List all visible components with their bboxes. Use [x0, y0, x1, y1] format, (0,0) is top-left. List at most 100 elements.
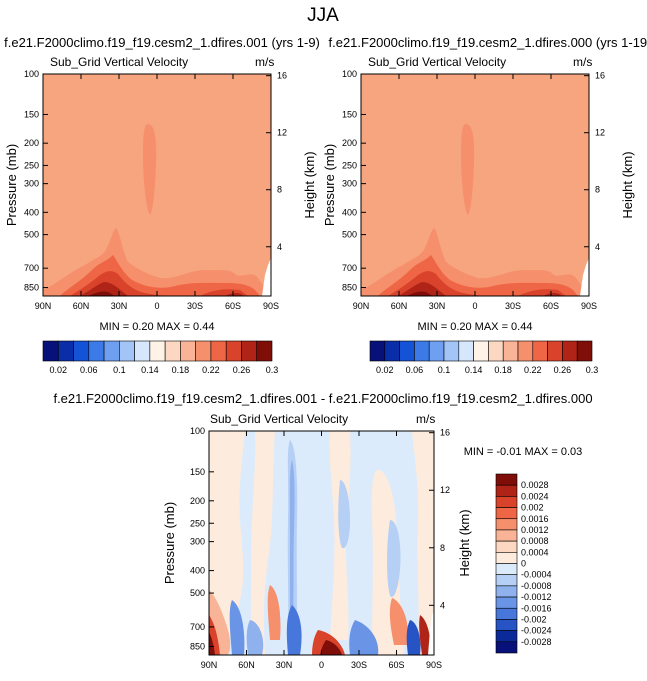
y-tick-label: 100 — [342, 69, 357, 79]
diff-colorbar-box — [495, 484, 518, 497]
x-tick-label: 90S — [581, 301, 597, 311]
panel-2-field — [361, 74, 589, 296]
x-tick-label: 0 — [472, 301, 477, 311]
y-tick-label: 500 — [342, 230, 357, 240]
top-colorbar-label: 0.26 — [233, 365, 251, 375]
panel-2-units: m/s — [573, 55, 592, 69]
top-colorbar-2-label: 0.06 — [406, 365, 424, 375]
y-tick-label: 100 — [190, 426, 205, 436]
y-tick-label: 250 — [190, 518, 205, 528]
diff-colorbar-label: 0.0016 — [521, 514, 549, 524]
panel-3-lower-warm-3 — [209, 632, 215, 655]
panel-2-axes: 90N 60N 30N 0 30S 60S 90S 100 150 200 250 300 400 500… — [342, 69, 605, 311]
diff-colorbar-box — [495, 552, 518, 564]
top-colorbar-2-box — [399, 340, 415, 362]
panel-3-warm-5 — [412, 431, 434, 655]
y-tick-label: 850 — [24, 283, 39, 293]
top-colorbar-box — [164, 340, 181, 362]
panel-3-cool-3 — [338, 480, 350, 549]
y-tick-label: 300 — [24, 179, 39, 189]
y2-tick-label: 16 — [440, 428, 450, 438]
top-colorbar-2-box — [547, 340, 563, 362]
figure-title: JJA — [307, 5, 339, 26]
panel-1-units: m/s — [255, 55, 274, 69]
diff-colorbar-label: 0.002 — [521, 503, 544, 513]
panel-1-background — [43, 74, 271, 296]
diff-colorbar-box — [495, 518, 518, 531]
x-tick-label: 90S — [426, 660, 442, 670]
diff-colorbar-box — [495, 641, 518, 654]
panel-2-upper-blob — [461, 124, 475, 215]
x-tick-label: 90N — [201, 660, 218, 670]
panel-3-units: m/s — [416, 412, 435, 426]
panel-1-contour-5 — [88, 291, 116, 296]
panel-1-contour-4 — [80, 282, 244, 296]
y2-tick-label: 12 — [595, 128, 605, 138]
y-tick-label: 200 — [190, 496, 205, 506]
diff-colorbar-box — [495, 585, 518, 598]
diff-colorbar-box — [495, 607, 518, 620]
diff-colorbar-label: -0.0012 — [521, 592, 552, 602]
top-colorbar-box — [57, 340, 74, 362]
y-tick-label: 250 — [342, 160, 357, 170]
panel-2-contour-4 — [398, 282, 562, 296]
top-colorbar-2-box — [502, 340, 519, 362]
top-colorbar-label: 0.06 — [80, 365, 98, 375]
x-tick-label: 0 — [154, 301, 159, 311]
top-colorbar-label: 0.02 — [50, 365, 68, 375]
top-colorbar-box — [241, 340, 258, 362]
panel-3-cool-4 — [387, 520, 401, 597]
top-colorbar-2-box — [443, 340, 460, 362]
top-colorbar-2-box — [369, 340, 386, 362]
panel-2-minmax: MIN = 0.20 MAX = 0.44 — [418, 321, 533, 333]
panel-3-y2label: Height (km) — [457, 509, 472, 576]
x-tick-label: 30N — [276, 660, 293, 670]
top-colorbar-box — [134, 340, 151, 362]
panel-1-upper-blob — [143, 124, 157, 215]
panel-2-y2label: Height (km) — [620, 151, 635, 218]
top-colorbar-2-box — [576, 340, 593, 362]
panel-3-cool-2 — [289, 460, 295, 620]
panel-2-title: Sub_Grid Vertical Velocity — [368, 55, 506, 69]
y-tick-label: 850 — [342, 283, 357, 293]
y-tick-label: 100 — [24, 69, 39, 79]
panel-3-title: Sub_Grid Vertical Velocity — [210, 412, 348, 426]
y2-tick-label: 16 — [277, 71, 287, 81]
panel-3-lower-warm-8 — [419, 615, 431, 655]
panel-3-warm-2 — [250, 431, 275, 655]
top-colorbar-2-label: 0.26 — [554, 365, 572, 375]
y2-tick-label: 8 — [277, 185, 282, 195]
x-tick-label: 30S — [351, 660, 367, 670]
top-colorbar-box — [180, 340, 196, 362]
panel-3-lower-cool-1 — [229, 600, 245, 655]
x-tick-label: 30N — [111, 301, 128, 311]
top-colorbar-2-label: 0.14 — [465, 365, 483, 375]
top-colorbar-box — [119, 340, 135, 362]
panel-2-missing — [580, 258, 589, 296]
y-tick-label: 400 — [24, 207, 39, 217]
panel-3-ylabel: Pressure (mb) — [162, 502, 177, 584]
top-colorbar: 0.02 0.06 0.1 0.14 0.18 0.22 0.26 0.3 0.02 0.06 0.… — [42, 340, 599, 375]
y2-tick-label: 8 — [440, 543, 445, 553]
y-tick-label: 500 — [190, 588, 205, 598]
top-colorbar-2-label: 0.3 — [586, 365, 599, 375]
panel-3-minmax: MIN = -0.01 MAX = 0.03 — [464, 446, 583, 458]
x-tick-label: 60S — [388, 660, 404, 670]
y-tick-label: 200 — [24, 138, 39, 148]
y2-tick-label: 12 — [440, 485, 450, 495]
top-colorbar-2-box — [562, 340, 578, 362]
panel-3-subtitle: f.e21.F2000climo.f19_f19.cesm2_1.dfires.… — [53, 391, 592, 406]
panel-3-lower-cool-5 — [406, 620, 421, 655]
diff-colorbar-box — [495, 630, 518, 643]
y-tick-label: 500 — [24, 230, 39, 240]
panel-2-contour-5 — [406, 291, 434, 296]
panel-1-subtitle: f.e21.F2000climo.f19_f19.cesm2_1.dfires.… — [4, 35, 320, 50]
x-tick-label: 30S — [187, 301, 203, 311]
panel-1-ylabel: Pressure (mb) — [4, 144, 19, 226]
panel-1-axes: 90N 60N 30N 0 30S 60S 90S 100 150 200 250 300 400 500… — [24, 69, 287, 311]
panel-3-axes: 90N 60N 30N 0 30S 60S 90S 100 150 200 250 300 400 500… — [190, 426, 450, 670]
panel-3-missing — [428, 612, 434, 655]
x-tick-label: 60N — [391, 301, 408, 311]
diff-colorbar-box — [495, 596, 518, 609]
